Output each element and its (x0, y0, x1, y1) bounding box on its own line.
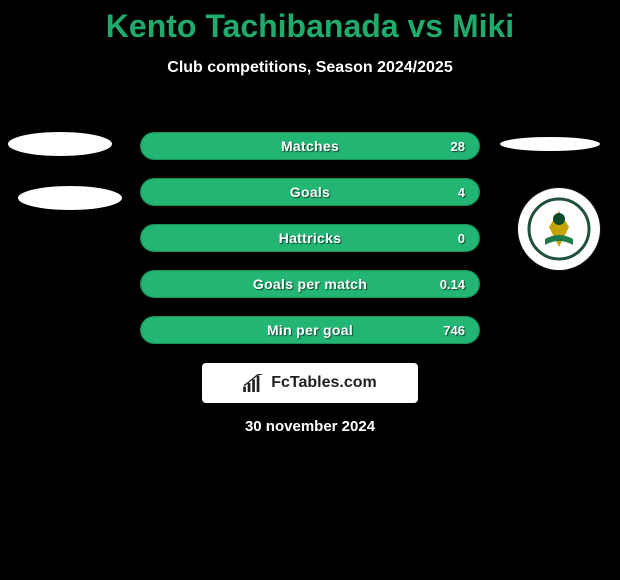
stat-value-right: 28 (451, 133, 465, 159)
stat-row: Goals per match0.14 (140, 270, 480, 298)
page-title: Kento Tachibanada vs Miki (0, 8, 620, 45)
stats-list: Matches28 Goals4 Hattricks0 Goals per match… (140, 132, 480, 362)
stat-row: Goals4 (140, 178, 480, 206)
footer-brand-tag[interactable]: FcTables.com (202, 363, 418, 403)
page-root: Kento Tachibanada vs Miki Club competiti… (0, 8, 620, 580)
club-crest-icon (527, 197, 591, 261)
stat-row: Hattricks0 (140, 224, 480, 252)
stat-label: Matches (141, 133, 479, 159)
stat-row: Matches28 (140, 132, 480, 160)
chart-icon (243, 374, 265, 392)
stat-row: Min per goal746 (140, 316, 480, 344)
club-badge (518, 188, 600, 270)
stat-value-right: 746 (443, 317, 465, 343)
player-right-placeholder (500, 137, 600, 151)
stat-value-right: 4 (458, 179, 465, 205)
footer-brand-label: FcTables.com (271, 374, 377, 392)
stat-label: Goals per match (141, 271, 479, 297)
page-subtitle: Club competitions, Season 2024/2025 (0, 59, 620, 77)
stat-value-right: 0 (458, 225, 465, 251)
player-left-placeholder-1 (8, 132, 112, 156)
stat-value-right: 0.14 (440, 271, 465, 297)
stat-label: Goals (141, 179, 479, 205)
stat-label: Min per goal (141, 317, 479, 343)
player-left-placeholder-2 (18, 186, 122, 210)
stat-label: Hattricks (141, 225, 479, 251)
footer-date: 30 november 2024 (0, 418, 620, 435)
